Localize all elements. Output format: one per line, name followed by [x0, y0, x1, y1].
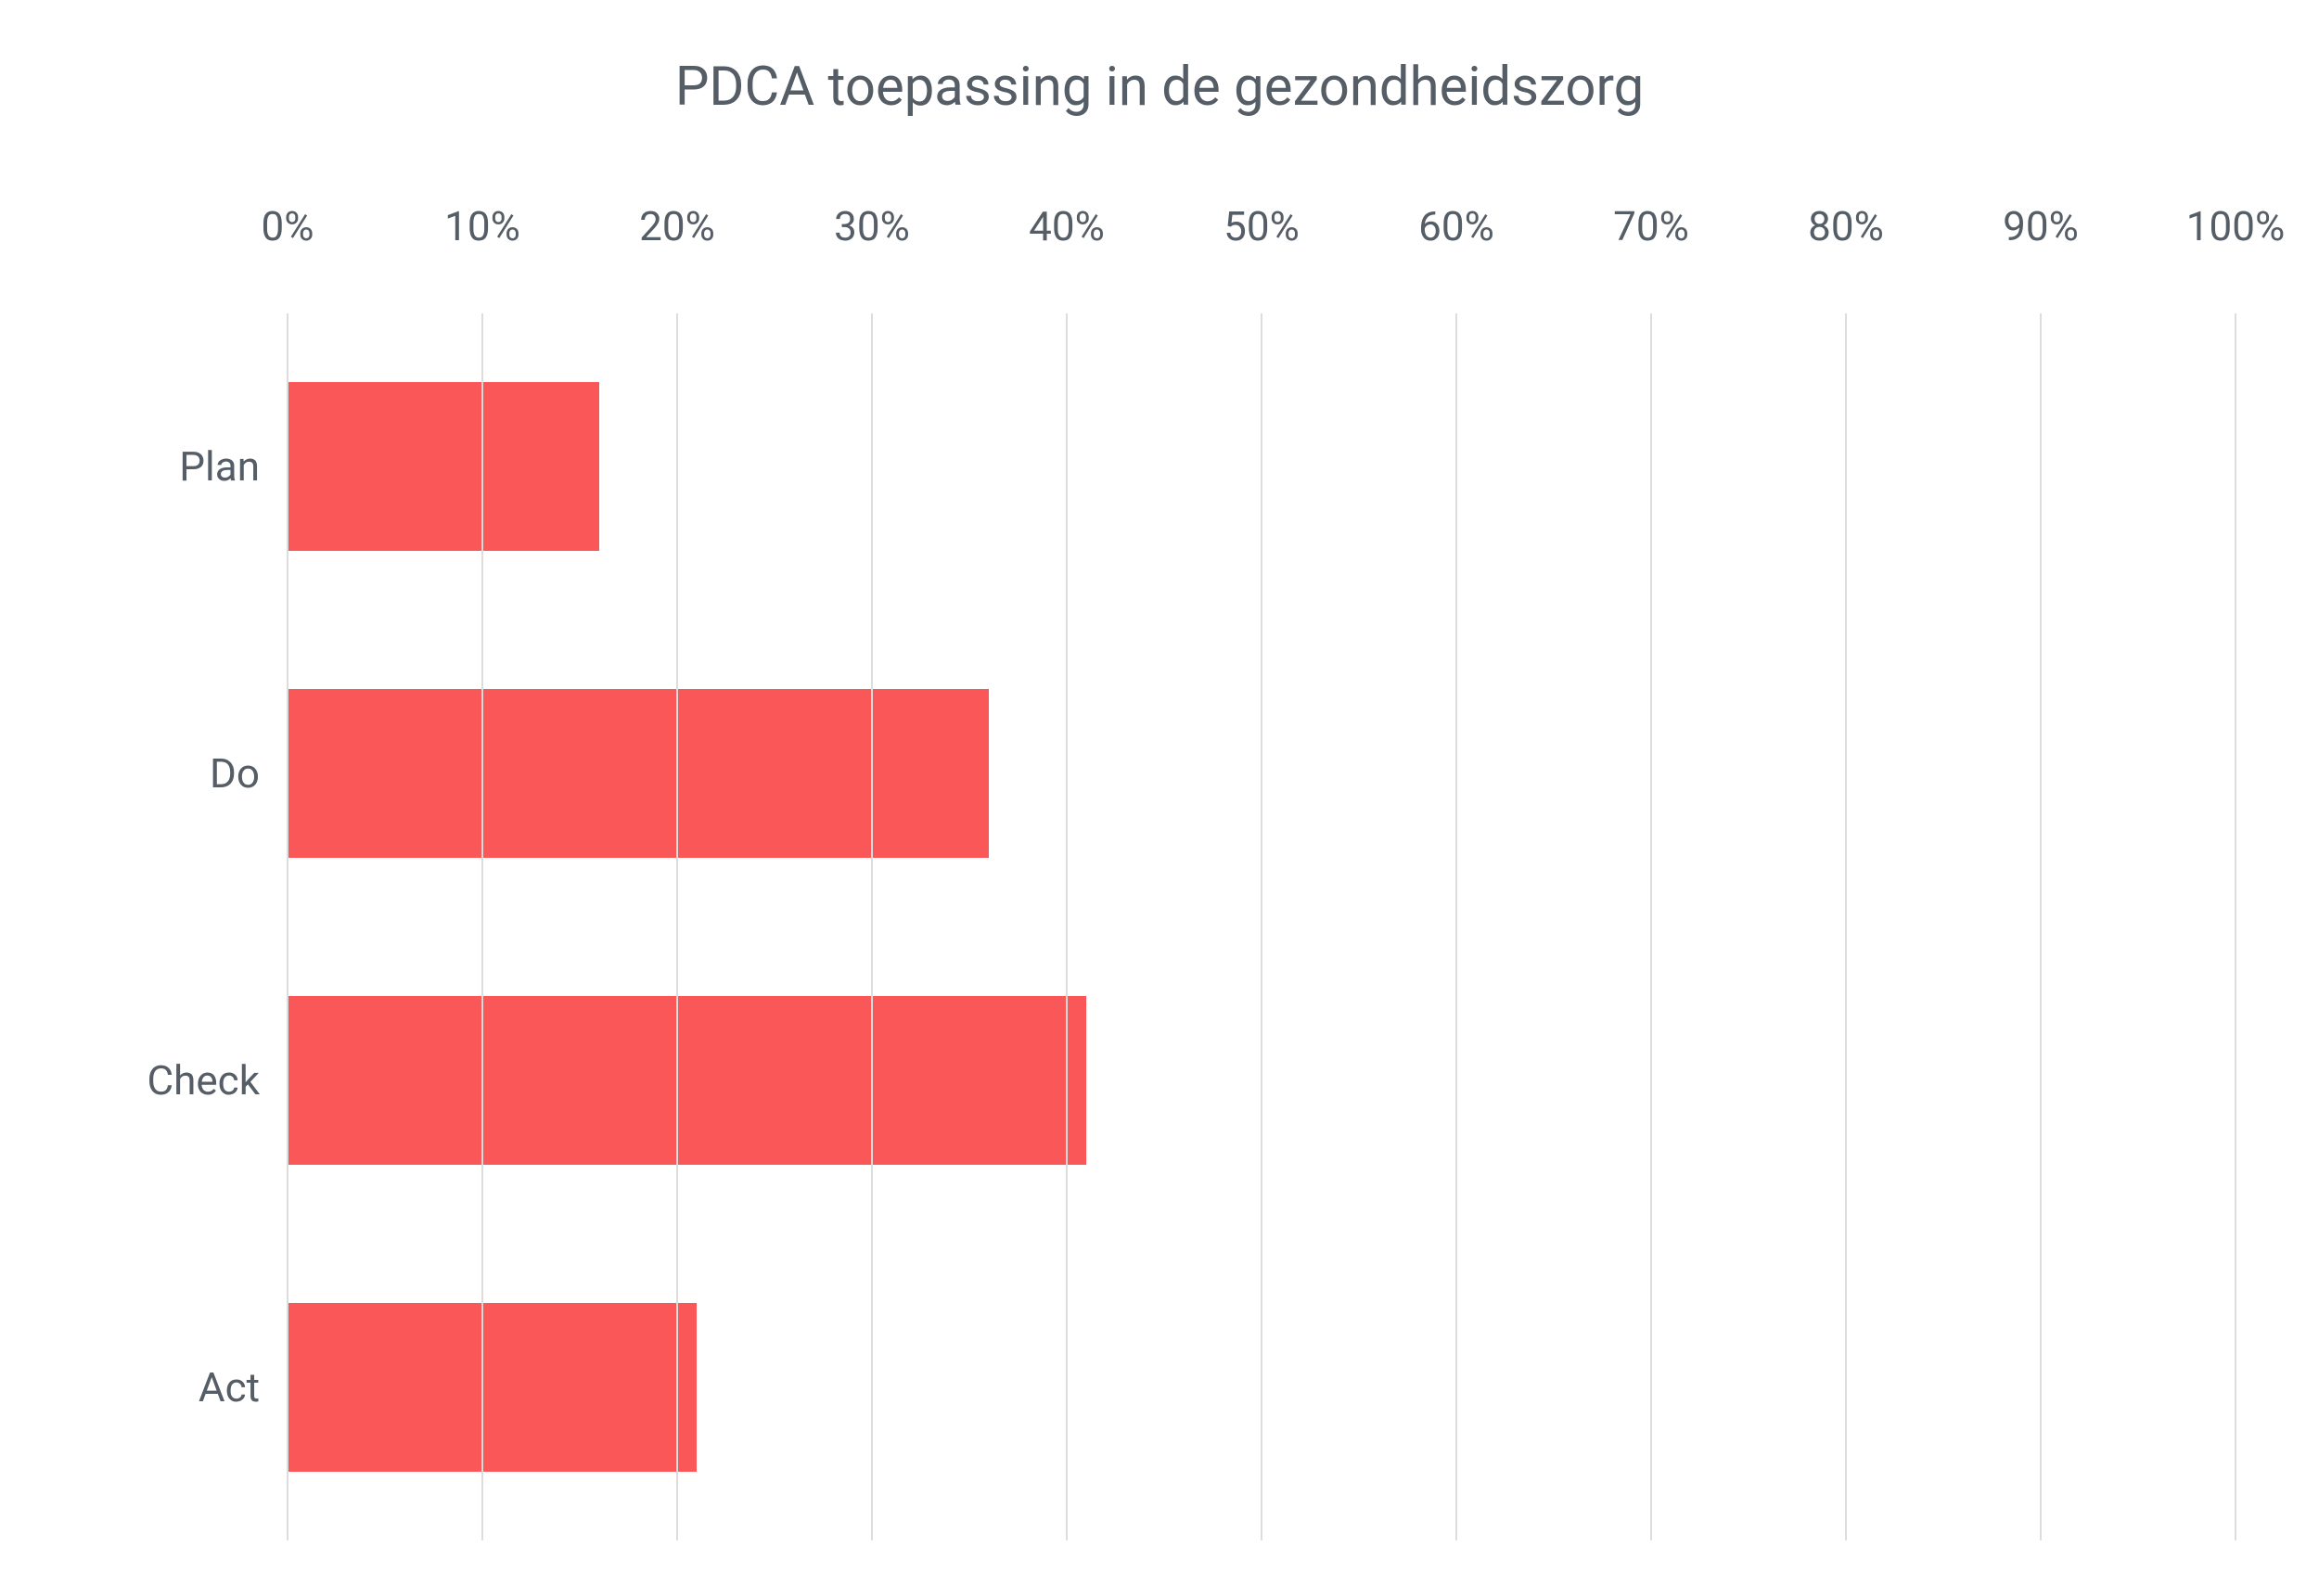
plot-area: Plan Do Check Act	[83, 313, 2236, 1540]
bar	[288, 1303, 697, 1472]
x-axis-tick-label: 40%	[1029, 202, 1105, 250]
gridline	[1455, 313, 1457, 1540]
x-axis-tick-label: 60%	[1418, 202, 1494, 250]
category-label: Check	[147, 1056, 260, 1104]
x-axis-tick-labels: 0%10%20%30%40%50%60%70%80%90%100%	[288, 202, 2236, 258]
plot-grid	[288, 313, 2236, 1540]
chart-container: PDCA toepassing in de gezondheidszorg 0%…	[0, 0, 2319, 1596]
x-axis-tick-label: 20%	[639, 202, 715, 250]
x-axis-tick-label: 30%	[834, 202, 910, 250]
x-axis-tick-label: 50%	[1224, 202, 1300, 250]
x-axis-tick-label: 100%	[2186, 202, 2285, 250]
x-axis-tick-label: 10%	[444, 202, 520, 250]
x-axis-tick-label: 80%	[1808, 202, 1884, 250]
gridline	[1066, 313, 1068, 1540]
gridline	[2235, 313, 2236, 1540]
category-label: Plan	[179, 442, 260, 491]
gridline	[2040, 313, 2042, 1540]
gridline	[1650, 313, 1652, 1540]
bar	[288, 382, 599, 551]
bar	[288, 689, 989, 858]
gridline	[1261, 313, 1262, 1540]
y-axis-labels: Plan Do Check Act	[83, 313, 288, 1540]
category-label: Act	[199, 1363, 260, 1411]
category-label: Do	[210, 749, 260, 798]
x-axis-row: 0%10%20%30%40%50%60%70%80%90%100%	[83, 174, 2236, 258]
x-axis-labels-area: 0%10%20%30%40%50%60%70%80%90%100%	[288, 202, 2236, 258]
chart-body: 0%10%20%30%40%50%60%70%80%90%100% PlanDo…	[83, 174, 2236, 1540]
x-axis-tick-label: 70%	[1613, 202, 1689, 250]
gridline	[1845, 313, 1847, 1540]
gridline	[287, 313, 288, 1540]
gridline	[676, 313, 678, 1540]
chart-title: PDCA toepassing in de gezondheidszorg	[83, 56, 2236, 119]
x-axis-tick-label: 0%	[262, 202, 314, 250]
gridline	[481, 313, 483, 1540]
gridline	[871, 313, 873, 1540]
x-axis-tick-label: 90%	[2003, 202, 2079, 250]
bar	[288, 996, 1086, 1165]
